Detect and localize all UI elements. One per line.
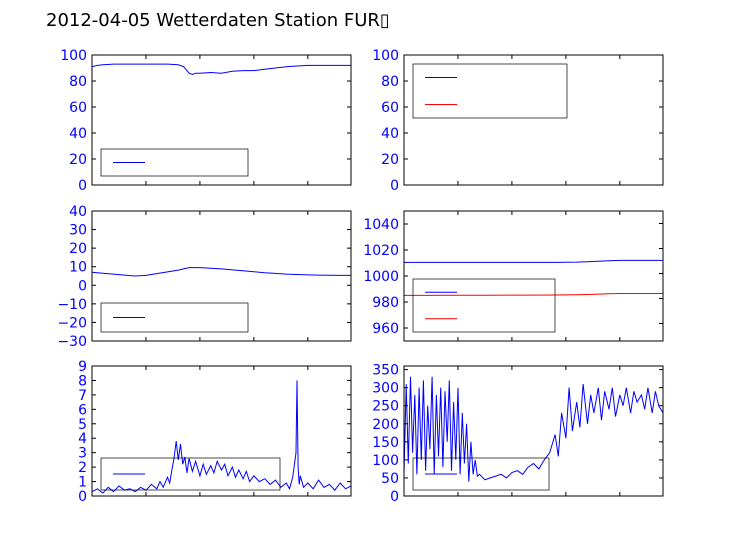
panel-pressure: 960 980 1000 1020 1040 xyxy=(363,210,664,342)
panel-humidity: 0 20 40 60 80 100 xyxy=(60,48,352,194)
y-tick-label: 60 xyxy=(381,100,399,116)
axes-frame xyxy=(403,210,664,342)
figure-title: 2012-04-05 Wetterdaten Station FUR▯ xyxy=(46,10,390,31)
y-tick-label: 80 xyxy=(381,74,399,90)
y-tick-label: 20 xyxy=(69,152,87,168)
series-line-2 xyxy=(404,293,663,296)
axes-frame xyxy=(403,365,664,497)
legend-box xyxy=(100,302,249,333)
axes-frame xyxy=(91,210,352,342)
y-tick-label: 200 xyxy=(372,417,399,433)
y-tick-label: 100 xyxy=(372,453,399,469)
legend-box xyxy=(412,63,568,119)
y-tick-label: 9 xyxy=(78,359,87,375)
y-tick-label: 980 xyxy=(372,295,399,311)
y-tick-label: 0 xyxy=(390,178,399,194)
panel-precipitation: 0 20 40 60 80 100 xyxy=(372,48,664,194)
y-tick-label: 80 xyxy=(69,74,87,90)
axes-frame xyxy=(403,54,664,186)
legend-box xyxy=(412,278,556,333)
y-tick-label: 300 xyxy=(372,381,399,397)
y-tick-label: 20 xyxy=(69,241,87,257)
y-tick-label: 0 xyxy=(78,489,87,505)
y-tick-label: 1000 xyxy=(363,269,399,285)
y-tick-label: 6 xyxy=(78,402,87,418)
legend-box xyxy=(100,148,249,177)
y-tick-label: 3 xyxy=(78,446,87,462)
legend-box xyxy=(412,457,550,491)
y-tick-label: 2 xyxy=(78,460,87,476)
y-tick-label: 5 xyxy=(78,417,87,433)
y-tick-label: 100 xyxy=(60,48,87,64)
y-tick-label: 40 xyxy=(381,126,399,142)
y-tick-label: 20 xyxy=(381,152,399,168)
y-tick-label: 960 xyxy=(372,321,399,337)
y-tick-label: −10 xyxy=(57,297,87,313)
y-tick-label: 0 xyxy=(78,278,87,294)
y-tick-label: 4 xyxy=(78,431,87,447)
axes-frame xyxy=(91,54,352,186)
y-tick-label: 30 xyxy=(69,223,87,239)
y-tick-label: 250 xyxy=(372,399,399,415)
y-tick-label: 1020 xyxy=(363,243,399,259)
y-tick-label: 50 xyxy=(381,471,399,487)
y-tick-label: 10 xyxy=(69,260,87,276)
y-tick-label: 40 xyxy=(69,126,87,142)
series-line-1 xyxy=(404,376,663,482)
axes-frame xyxy=(91,365,352,497)
series-line-1 xyxy=(92,63,351,76)
y-tick-label: 1 xyxy=(78,475,87,491)
panel-wind_direction: 0 50 100 150 200 250 300 350 xyxy=(372,363,664,505)
y-tick-label: 100 xyxy=(372,48,399,64)
y-tick-label: 150 xyxy=(372,435,399,451)
y-tick-label: −20 xyxy=(57,315,87,331)
y-tick-label: 350 xyxy=(372,363,399,379)
panel-temperature: −30 −20 −10 0 10 20 30 40 xyxy=(57,204,352,350)
y-tick-label: 60 xyxy=(69,100,87,116)
series-line-1 xyxy=(92,267,351,277)
y-tick-label: 8 xyxy=(78,373,87,389)
y-tick-label: 40 xyxy=(69,204,87,220)
y-tick-label: 0 xyxy=(78,178,87,194)
y-tick-label: 1040 xyxy=(363,217,399,233)
y-tick-label: −30 xyxy=(57,334,87,350)
series-line-1 xyxy=(92,380,351,494)
chart-panels: 020406080100020406080100−30−20−100102030… xyxy=(57,48,664,505)
series-line-1 xyxy=(404,259,663,263)
y-tick-label: 0 xyxy=(390,489,399,505)
y-tick-label: 7 xyxy=(78,388,87,404)
legend-box xyxy=(100,457,281,491)
